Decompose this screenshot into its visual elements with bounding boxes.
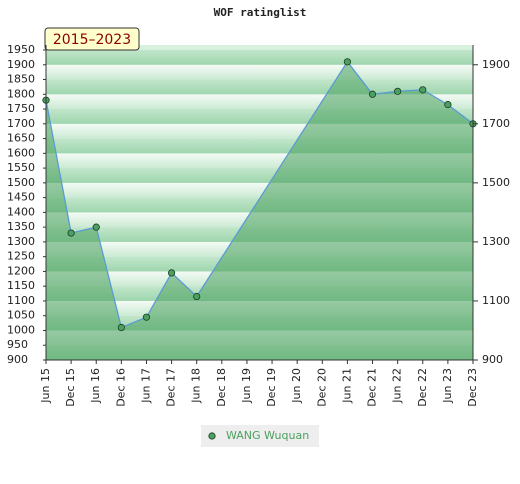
x-tick-label: Dec 22 — [416, 368, 429, 407]
y-tick-label: 1650 — [7, 132, 35, 145]
y2-tick-label: 1900 — [482, 58, 510, 71]
x-tick-label: Dec 23 — [466, 368, 479, 407]
y-tick-label: 950 — [7, 338, 28, 351]
y-tick-label: 1400 — [7, 205, 35, 218]
y-tick-label: 1950 — [7, 43, 35, 56]
grid-band — [46, 64, 473, 80]
y-tick-label: 1850 — [7, 73, 35, 86]
y2-tick-label: 1300 — [482, 235, 510, 248]
y-tick-label: 1500 — [7, 176, 35, 189]
x-tick-label: Dec 21 — [366, 368, 379, 407]
data-point — [394, 87, 402, 95]
legend-marker — [208, 432, 216, 440]
x-tick-label: Dec 20 — [315, 368, 328, 407]
y-tick-label: 1050 — [7, 309, 35, 322]
y2-tick-label: 1700 — [482, 117, 510, 130]
x-tick-label: Jun 16 — [89, 368, 102, 404]
y-tick-label: 1900 — [7, 58, 35, 71]
y2-tick-label: 1100 — [482, 294, 510, 307]
y2-tick-label: 1500 — [482, 176, 510, 189]
x-tick-label: Dec 17 — [165, 368, 178, 407]
legend — [201, 425, 319, 447]
x-tick-label: Jun 23 — [441, 368, 454, 404]
legend-label: WANG Wuquan — [226, 429, 309, 442]
y-tick-label: 1800 — [7, 87, 35, 100]
y-tick-label: 1000 — [7, 323, 35, 336]
annotation: 2015–2023 — [53, 32, 131, 48]
y-tick-label: 900 — [7, 353, 28, 366]
data-point — [117, 323, 125, 332]
x-tick-label: Jun 20 — [290, 368, 303, 404]
data-point — [92, 223, 100, 231]
y-tick-label: 1700 — [7, 117, 35, 130]
y-tick-label: 1200 — [7, 264, 35, 277]
data-point — [167, 269, 176, 277]
chart-title: WOF ratinglist — [214, 6, 307, 19]
y-tick-label: 1550 — [7, 161, 35, 174]
y-tick-label: 1350 — [7, 220, 35, 233]
x-tick-label: Dec 18 — [215, 368, 228, 407]
area — [46, 61, 473, 361]
data-point — [444, 101, 452, 109]
plot — [42, 58, 477, 361]
x-tick-label: Jun 17 — [139, 368, 152, 404]
x-tick-label: Jun 18 — [190, 368, 203, 404]
data-point — [67, 229, 75, 237]
data-point — [343, 58, 352, 66]
y-tick-label: 1100 — [7, 294, 35, 307]
y-tick-label: 1750 — [7, 102, 35, 115]
y-tick-label: 1300 — [7, 235, 35, 248]
data-point — [193, 292, 201, 301]
x-tick-label: Jun 21 — [340, 368, 353, 404]
y-tick-label: 1600 — [7, 146, 35, 159]
data-point — [419, 86, 427, 94]
y-tick-label: 1450 — [7, 191, 35, 204]
y-tick-label: 1150 — [7, 279, 35, 292]
x-tick-label: Jun 22 — [391, 368, 404, 404]
data-point — [368, 90, 377, 98]
grid-band — [46, 50, 473, 65]
y2-tick-label: 900 — [482, 353, 503, 366]
x-tick-label: Jun 15 — [39, 368, 52, 404]
data-point — [142, 313, 151, 321]
annotation-box — [44, 27, 140, 51]
x-tick-label: Jun 19 — [240, 368, 253, 404]
y-tick-label: 1250 — [7, 250, 35, 263]
x-tick-label: Dec 19 — [265, 368, 278, 407]
x-tick-label: Dec 15 — [64, 368, 77, 407]
x-tick-label: Dec 16 — [114, 368, 127, 407]
